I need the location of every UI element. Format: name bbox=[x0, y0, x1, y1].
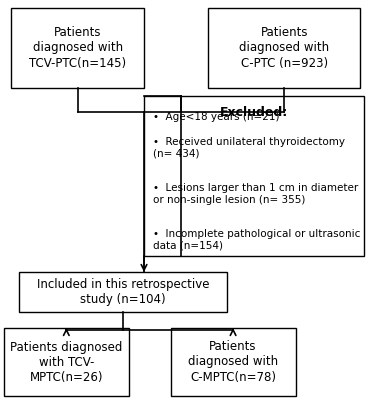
FancyBboxPatch shape bbox=[19, 272, 227, 312]
Text: Excluded:: Excluded: bbox=[220, 106, 288, 119]
Text: •  Lesions larger than 1 cm in diameter
or non-single lesion (n= 355): • Lesions larger than 1 cm in diameter o… bbox=[153, 183, 359, 205]
Text: Patients
diagnosed with
TCV-PTC(n=145): Patients diagnosed with TCV-PTC(n=145) bbox=[29, 26, 126, 70]
Text: Patients
diagnosed with
C-MPTC(n=78): Patients diagnosed with C-MPTC(n=78) bbox=[188, 340, 278, 384]
Text: Included in this retrospective
study (n=104): Included in this retrospective study (n=… bbox=[37, 278, 210, 306]
Text: Patients diagnosed
with TCV-
MPTC(n=26): Patients diagnosed with TCV- MPTC(n=26) bbox=[10, 340, 122, 384]
Text: •  Incomplete pathological or ultrasonic
data (n=154): • Incomplete pathological or ultrasonic … bbox=[153, 229, 361, 251]
Text: •  Age<18 years (n=21): • Age<18 years (n=21) bbox=[153, 112, 280, 122]
FancyBboxPatch shape bbox=[4, 328, 129, 396]
FancyBboxPatch shape bbox=[144, 96, 364, 256]
FancyBboxPatch shape bbox=[11, 8, 144, 88]
FancyBboxPatch shape bbox=[171, 328, 296, 396]
Text: •  Received unilateral thyroidectomy
(n= 434): • Received unilateral thyroidectomy (n= … bbox=[153, 137, 346, 159]
FancyBboxPatch shape bbox=[208, 8, 360, 88]
Text: Patients
diagnosed with
C-PTC (n=923): Patients diagnosed with C-PTC (n=923) bbox=[239, 26, 329, 70]
